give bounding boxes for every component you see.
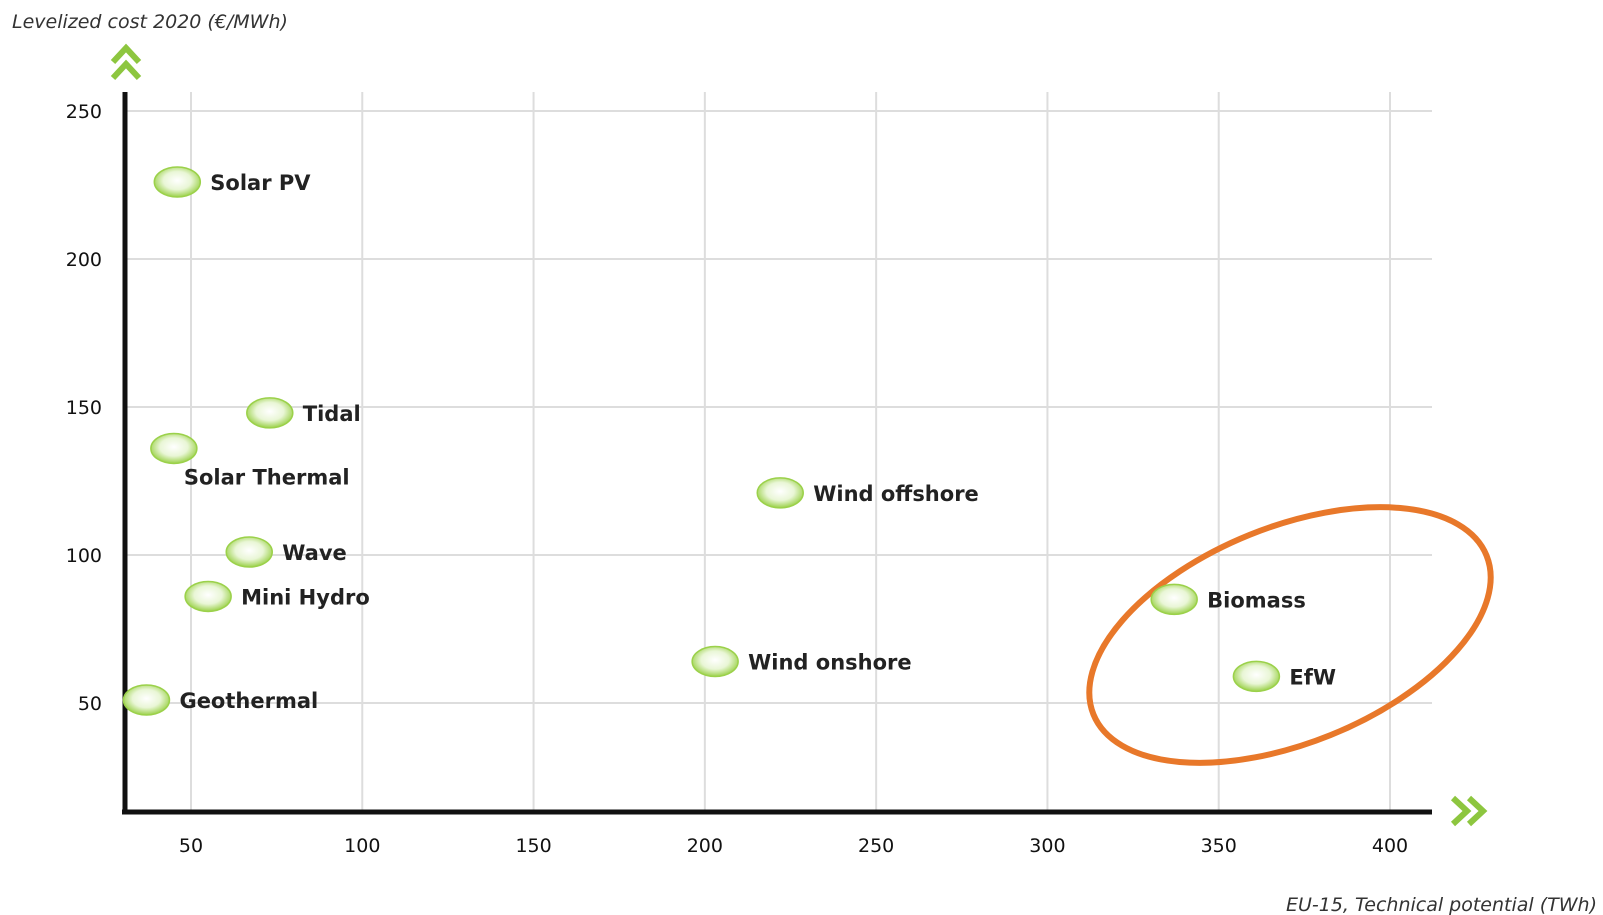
- x-tick-label: 350: [1201, 835, 1237, 857]
- y-axis-arrow-icon: [110, 43, 142, 81]
- grid: [125, 92, 1432, 812]
- y-tick-label: 200: [66, 249, 102, 271]
- data-point-marker: [246, 397, 294, 429]
- x-tick-label: 300: [1029, 835, 1065, 857]
- data-point-label: Wave: [282, 541, 347, 565]
- x-tick-label: 250: [858, 835, 894, 857]
- data-point-label: Geothermal: [179, 689, 318, 713]
- data-points: Solar PV Tidal Solar Thermal Wind offshore W…: [122, 166, 1336, 716]
- y-tick-label: 100: [66, 545, 102, 567]
- y-tick-label: 150: [66, 397, 102, 419]
- y-tick-label: 250: [66, 101, 102, 123]
- data-point-label: Wind offshore: [813, 482, 979, 506]
- data-point-label: Solar PV: [210, 171, 311, 195]
- x-axis-arrow-icon: [1450, 795, 1488, 827]
- data-point-label: EfW: [1289, 665, 1336, 689]
- x-tick-label: 200: [687, 835, 723, 857]
- x-tick-label: 400: [1372, 835, 1408, 857]
- data-point-label: Mini Hydro: [241, 585, 370, 609]
- data-point-marker: [1232, 660, 1281, 693]
- data-point-marker: [122, 684, 171, 716]
- y-axis-title: Levelized cost 2020 (€/MWh): [12, 11, 288, 33]
- data-point-marker: [225, 536, 273, 568]
- y-tick-label: 50: [78, 693, 102, 715]
- data-point-marker: [756, 477, 804, 509]
- highlight-ellipse: [1086, 504, 1494, 766]
- data-point-marker: [153, 166, 202, 198]
- tick-labels: 50 100 150 200 250 300 350 400 50 100 150 200 250: [66, 101, 1408, 857]
- x-tick-label: 100: [344, 835, 380, 857]
- data-point-label: Wind onshore: [748, 651, 912, 675]
- data-point-marker: [691, 645, 739, 678]
- data-point-marker: [1150, 583, 1198, 616]
- x-tick-label: 150: [515, 835, 551, 857]
- data-point-label: Biomass: [1207, 588, 1306, 612]
- data-point-label: Tidal: [303, 402, 361, 426]
- data-point-label: Solar Thermal: [184, 465, 350, 489]
- data-point-marker: [184, 580, 232, 613]
- data-point-marker: [150, 432, 198, 465]
- x-axis-title: EU-15, Technical potential (TWh): [1286, 894, 1597, 915]
- x-tick-label: 50: [179, 835, 203, 857]
